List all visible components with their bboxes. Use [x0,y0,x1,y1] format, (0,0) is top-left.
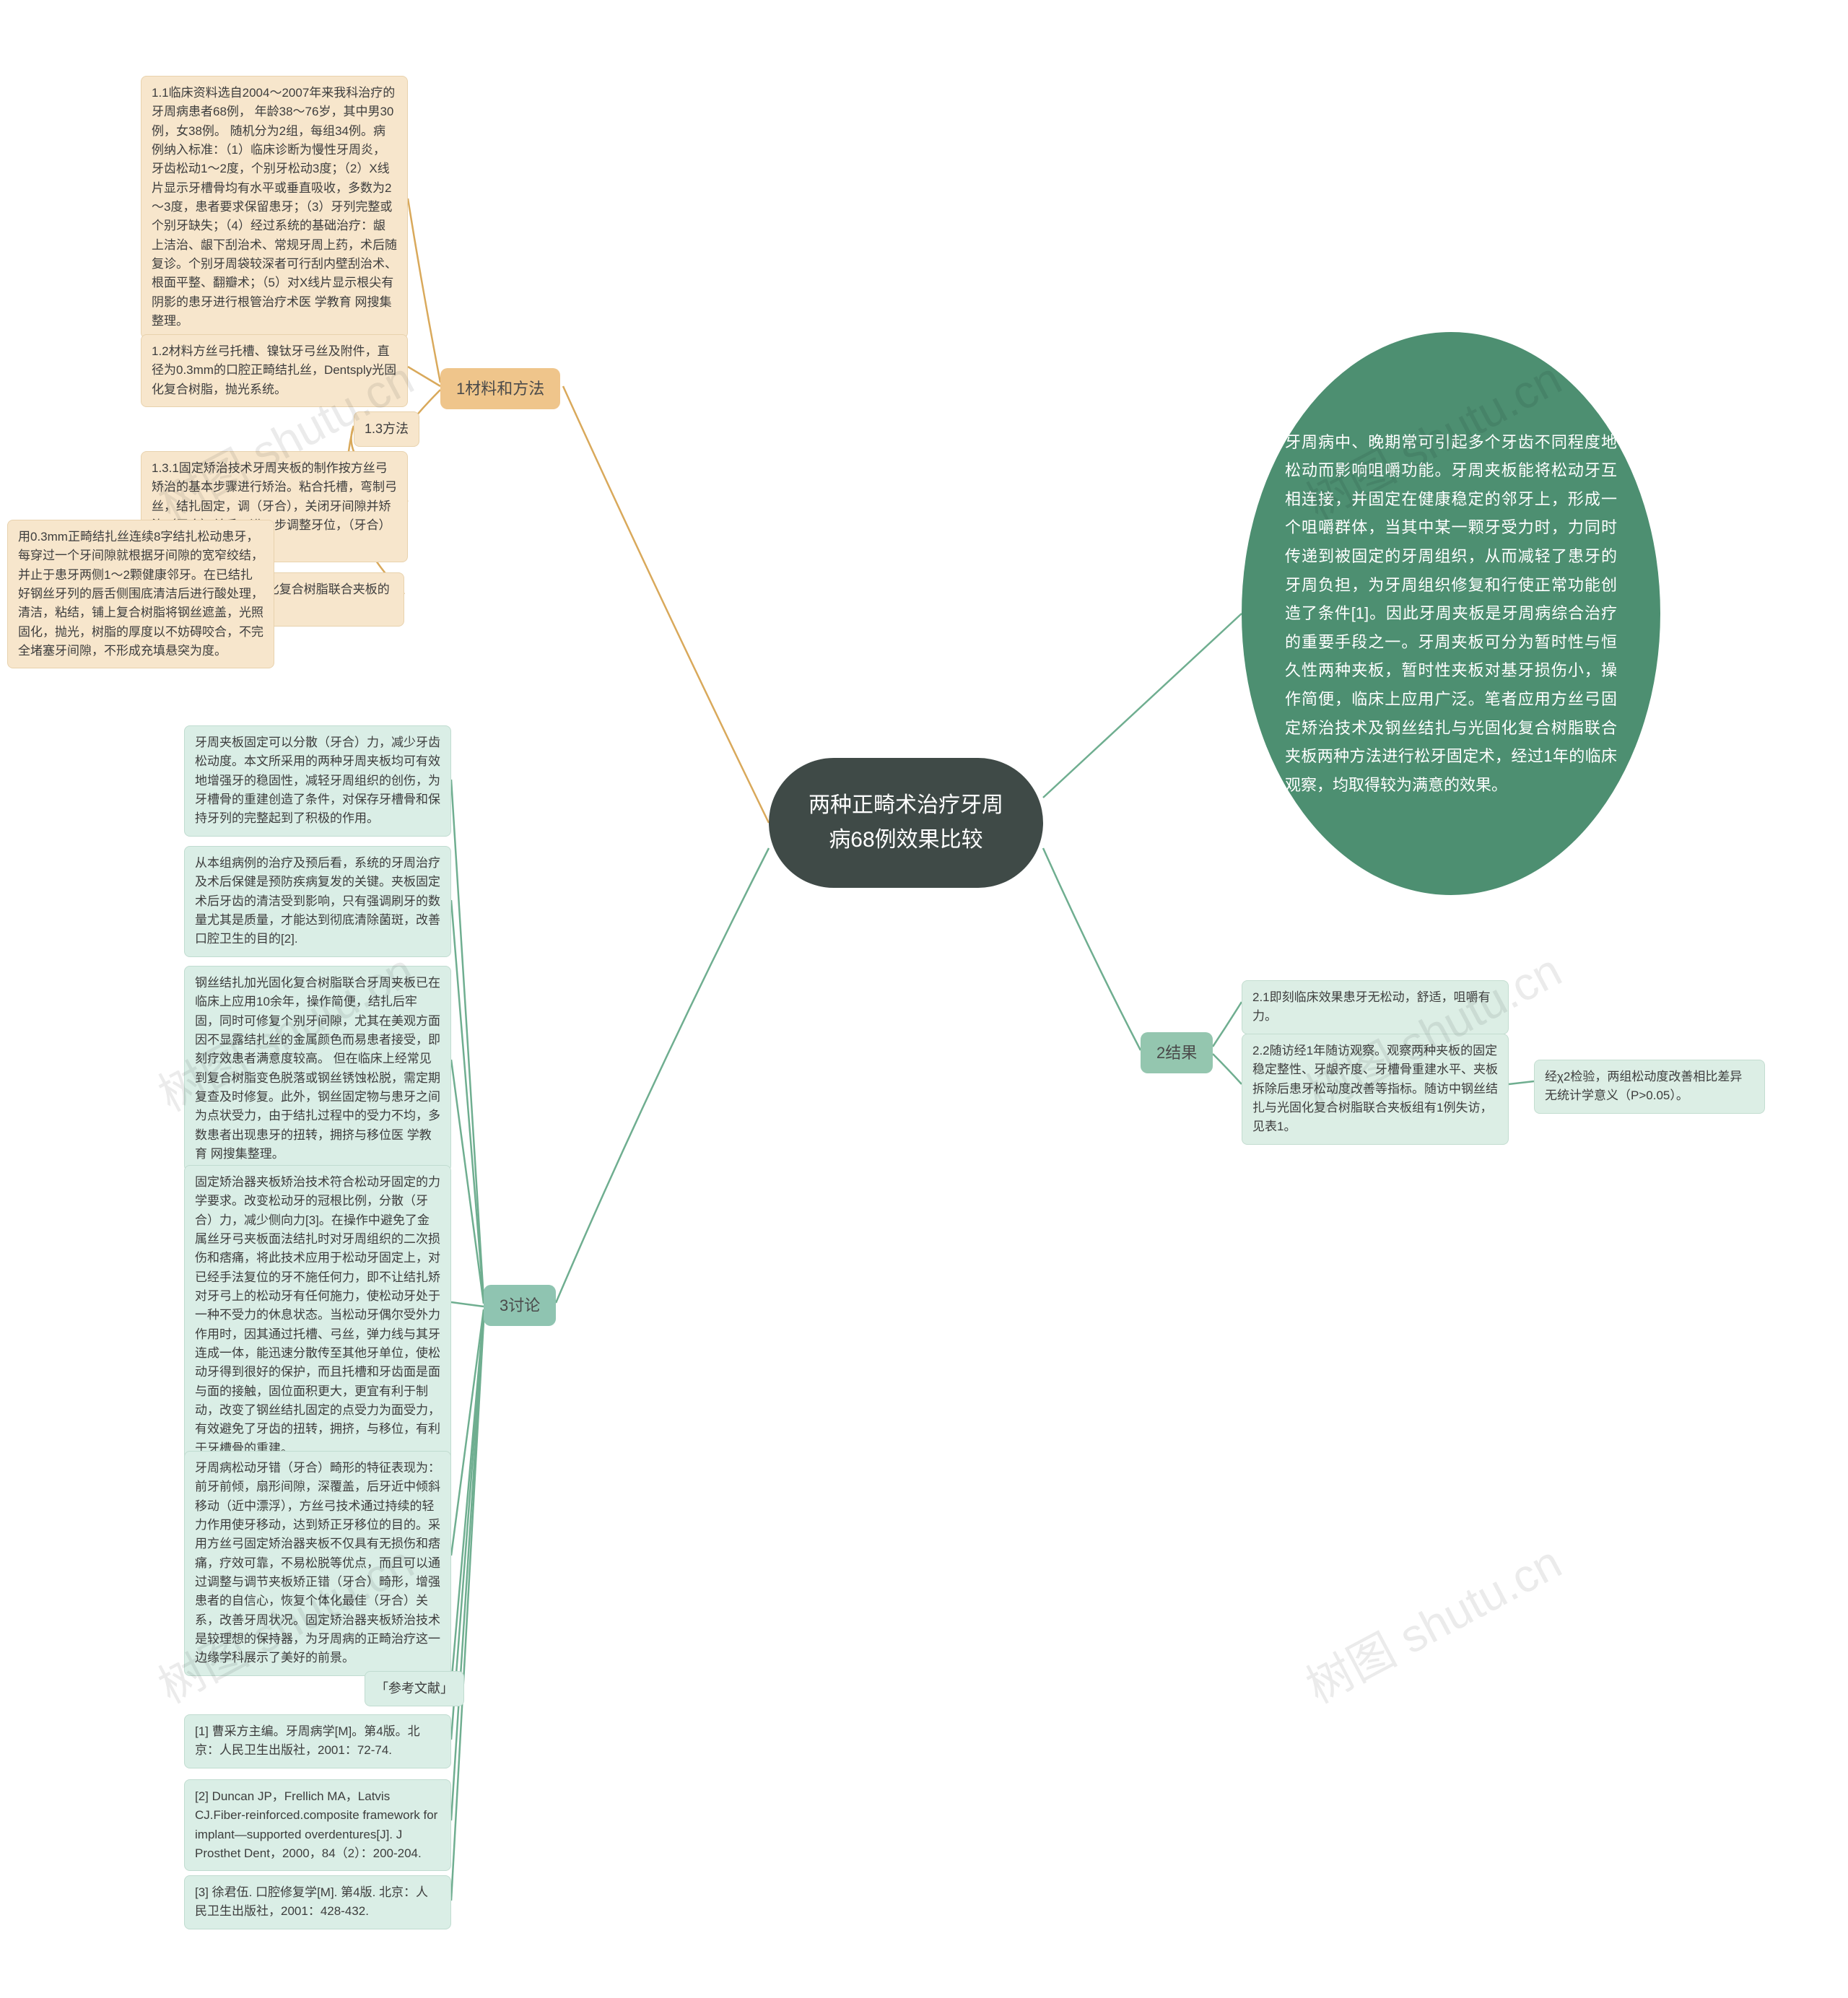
leaf-1-2: 1.2材料方丝弓托槽、镍钛牙弓丝及附件，直径为0.3mm的口腔正畸结扎丝，Den… [141,334,408,407]
leaf-3-6: 「参考文献」 [365,1671,464,1706]
leaf-3-1: 牙周夹板固定可以分散（牙合）力，减少牙齿松动度。本文所采用的两种牙周夹板均可有效… [184,725,451,837]
branch-results: 2结果 [1141,1032,1213,1073]
leaf-3-9: [3] 徐君伍. 口腔修复学[M]. 第4版. 北京：人民卫生出版社，2001：… [184,1875,451,1929]
leaf-3-5: 牙周病松动牙错（牙合）畸形的特征表现为：前牙前倾，扇形间隙，深覆盖，后牙近中倾斜… [184,1451,451,1676]
leaf-3-7: [1] 曹采方主编。牙周病学[M]。第4版。北京：人民卫生出版社，2001：72… [184,1714,451,1768]
leaf-2-2-1: 经χ2检验，两组松动度改善相比差异无统计学意义（P>0.05）。 [1534,1060,1765,1114]
branch-methods: 1材料和方法 [440,368,560,409]
branch-label: 2结果 [1156,1044,1197,1062]
leaf-3-8: [2] Duncan JP，Frellich MA，Latvis CJ.Fibe… [184,1779,451,1871]
intro-text: 牙周病中、晚期常可引起多个牙齿不同程度地松动而影响咀嚼功能。牙周夹板能将松动牙互… [1285,428,1617,800]
center-text: 两种正畸术治疗牙周病68例效果比较 [805,788,1007,858]
branch-discussion: 3讨论 [484,1285,556,1326]
leaf-3-2: 从本组病例的治疗及预后看，系统的牙周治疗及术后保健是预防疾病复发的关键。夹板固定… [184,846,451,957]
watermark: 树图 shutu.cn [1293,1526,1572,1716]
leaf-2-1: 2.1即刻临床效果患牙无松动，舒适，咀嚼有力。 [1242,980,1509,1034]
leaf-1-3: 1.3方法 [354,411,419,447]
leaf-1-3-2-1: 用0.3mm正畸结扎丝连续8字结扎松动患牙，每穿过一个牙间隙就根据牙间隙的宽窄绞… [7,520,274,668]
intro-bubble: 牙周病中、晚期常可引起多个牙齿不同程度地松动而影响咀嚼功能。牙周夹板能将松动牙互… [1242,332,1660,895]
leaf-3-4: 固定矫治器夹板矫治技术符合松动牙固定的力学要求。改变松动牙的冠根比例，分散（牙合… [184,1165,451,1466]
leaf-3-3: 钢丝结扎加光固化复合树脂联合牙周夹板已在临床上应用10余年，操作简便，结扎后牢固… [184,966,451,1172]
leaf-2-2: 2.2随访经1年随访观察。观察两种夹板的固定稳定整性、牙龈齐度、牙槽骨重建水平、… [1242,1034,1509,1145]
branch-label: 3讨论 [500,1296,540,1314]
center-node: 两种正畸术治疗牙周病68例效果比较 [769,758,1043,888]
branch-label: 1材料和方法 [456,380,544,398]
leaf-1-1: 1.1临床资料选自2004～2007年来我科治疗的牙周病患者68例， 年龄38～… [141,76,408,339]
